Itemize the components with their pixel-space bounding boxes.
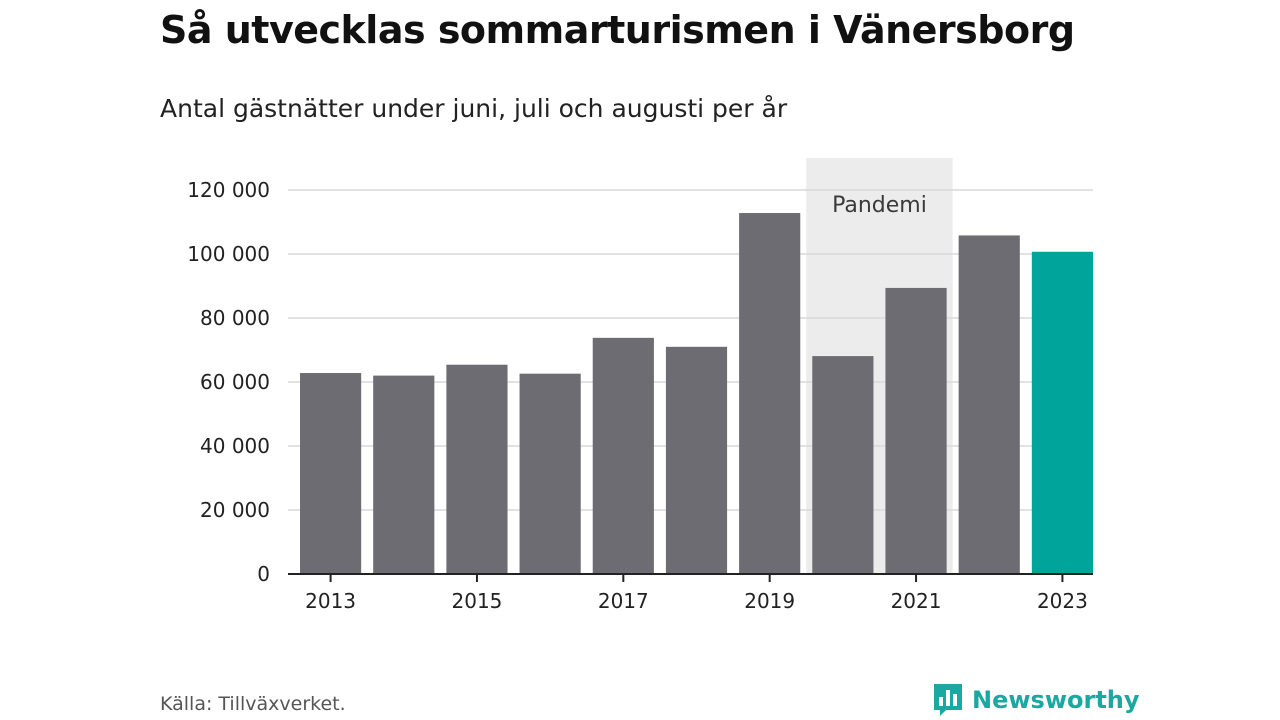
x-tick-label: 2015	[452, 589, 503, 613]
chart-title: Så utvecklas sommarturismen i Vänersborg	[160, 8, 1075, 52]
x-tick-label: 2021	[891, 589, 942, 613]
bar-2017	[592, 337, 654, 574]
bar-2015	[446, 364, 508, 574]
chart-subtitle: Antal gästnätter under juni, juli och au…	[160, 94, 788, 123]
source-note: Källa: Tillväxverket.	[160, 693, 346, 715]
bar-2019	[739, 213, 801, 575]
bar-2013	[300, 373, 362, 574]
y-tick-label: 100 000	[187, 242, 270, 266]
y-tick-label: 120 000	[187, 178, 270, 202]
y-tick-label: 40 000	[200, 434, 270, 458]
bar-2022	[958, 235, 1020, 574]
brand-logo: Newsworthy	[932, 682, 1140, 718]
pandemic-band-label: Pandemi	[832, 193, 927, 218]
y-tick-label: 80 000	[200, 306, 270, 330]
bar-2018	[665, 346, 728, 574]
x-tick-label: 2013	[305, 589, 356, 613]
bars	[300, 213, 1093, 575]
y-tick-label: 20 000	[200, 498, 270, 522]
y-tick-label: 60 000	[200, 370, 270, 394]
brand-name: Newsworthy	[972, 686, 1140, 714]
y-tick-label: 0	[257, 562, 270, 586]
axes: 2013 2015 2017 2019 2021 2023	[288, 573, 1093, 613]
newsworthy-logo-icon	[934, 684, 962, 716]
bar-2016	[519, 373, 581, 574]
bar-2020	[812, 356, 874, 574]
bar-2023	[1031, 251, 1093, 574]
x-tick-label: 2023	[1037, 589, 1088, 613]
bar-2014	[373, 375, 435, 574]
x-tick-label: 2019	[744, 589, 795, 613]
x-tick-label: 2017	[598, 589, 649, 613]
bar-2021	[885, 287, 947, 574]
